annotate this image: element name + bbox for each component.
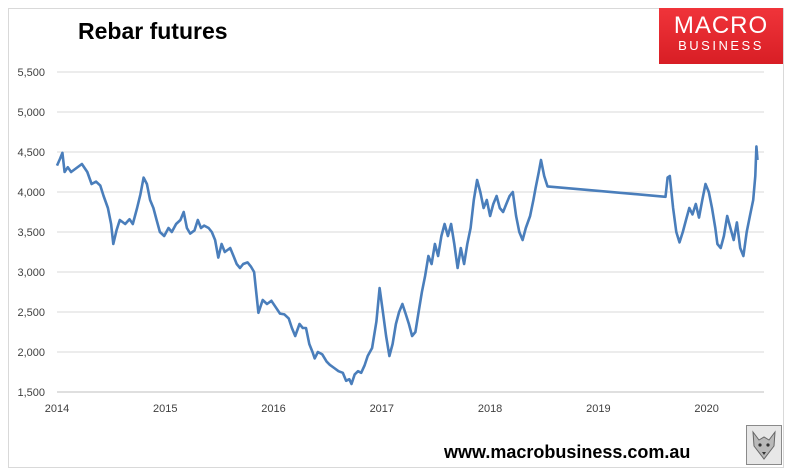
logo-line-2: BUSINESS bbox=[678, 38, 764, 53]
x-tick-label: 2019 bbox=[586, 403, 610, 415]
y-tick-label: 5,000 bbox=[17, 107, 45, 119]
y-tick-label: 1,500 bbox=[17, 387, 45, 399]
x-tick-label: 2015 bbox=[153, 403, 177, 415]
y-tick-label: 2,000 bbox=[17, 347, 45, 359]
x-tick-label: 2017 bbox=[370, 403, 394, 415]
y-axis-ticks: 1,500 2,000 2,500 3,000 3,500 4,000 4,500 5,000… bbox=[17, 67, 45, 399]
chart-frame bbox=[8, 8, 784, 468]
chart-title: Rebar futures bbox=[78, 18, 228, 44]
y-tick-label: 4,000 bbox=[17, 187, 45, 199]
x-tick-label: 2018 bbox=[478, 403, 502, 415]
y-tick-label: 2,500 bbox=[17, 307, 45, 319]
logo-line-1: MACRO bbox=[673, 12, 769, 39]
y-tick-label: 3,000 bbox=[17, 267, 45, 279]
series-line-group bbox=[55, 145, 759, 386]
fox-mascot-icon bbox=[746, 425, 782, 465]
macrobusiness-logo[interactable]: MACRO BUSINESS bbox=[659, 8, 783, 64]
x-tick-label: 2020 bbox=[694, 403, 718, 415]
series-line bbox=[55, 145, 759, 386]
x-tick-label: 2016 bbox=[261, 403, 285, 415]
gridlines bbox=[57, 71, 764, 393]
y-tick-label: 5,500 bbox=[17, 67, 45, 79]
x-axis-ticks: 2014 2015 2016 2017 2018 2019 2020 bbox=[45, 403, 719, 415]
y-tick-label: 4,500 bbox=[17, 147, 45, 159]
y-tick-label: 3,500 bbox=[17, 227, 45, 239]
x-tick-label: 2014 bbox=[45, 403, 69, 415]
source-url[interactable]: www.macrobusiness.com.au bbox=[444, 442, 691, 462]
